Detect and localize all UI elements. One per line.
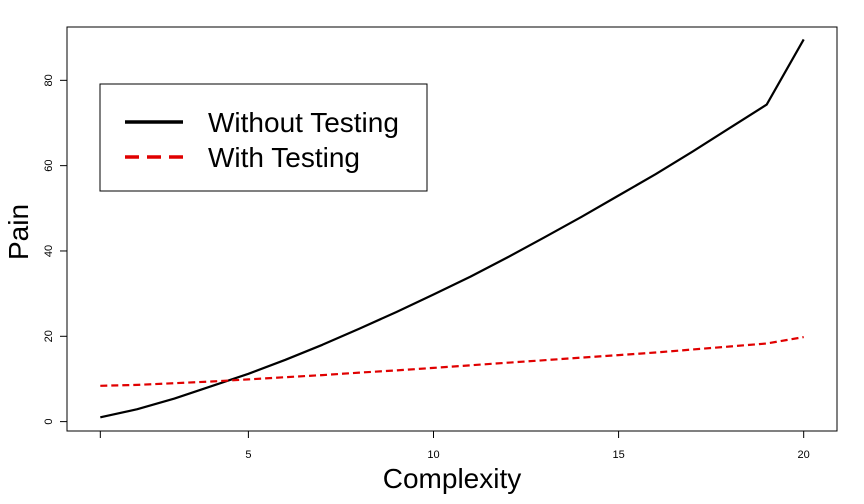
y-tick-label: 0: [43, 419, 55, 425]
legend: Without Testing With Testing: [99, 83, 428, 192]
y-tick-label: 80: [43, 74, 55, 86]
x-tick-label: 15: [612, 449, 624, 461]
y-axis: 0 20 40 60 80: [43, 74, 68, 425]
legend-label-with-testing: With Testing: [208, 142, 360, 173]
x-axis-title: Complexity: [383, 463, 521, 494]
legend-box: [99, 83, 428, 192]
series-line-without-testing: [100, 38, 805, 419]
series-line-with-testing: [100, 336, 804, 387]
x-axis: 5 10 15 20: [99, 430, 810, 461]
x-tick-label: 5: [245, 449, 251, 461]
y-tick-label: 60: [43, 160, 55, 172]
y-tick-label: 40: [43, 245, 55, 257]
y-tick-label: 20: [43, 330, 55, 342]
y-axis-title: Pain: [3, 204, 34, 260]
legend-label-without-testing: Without Testing: [208, 107, 399, 138]
x-tick-label: 10: [427, 449, 439, 461]
series-layer: [100, 38, 805, 419]
x-tick-label: 20: [798, 449, 810, 461]
